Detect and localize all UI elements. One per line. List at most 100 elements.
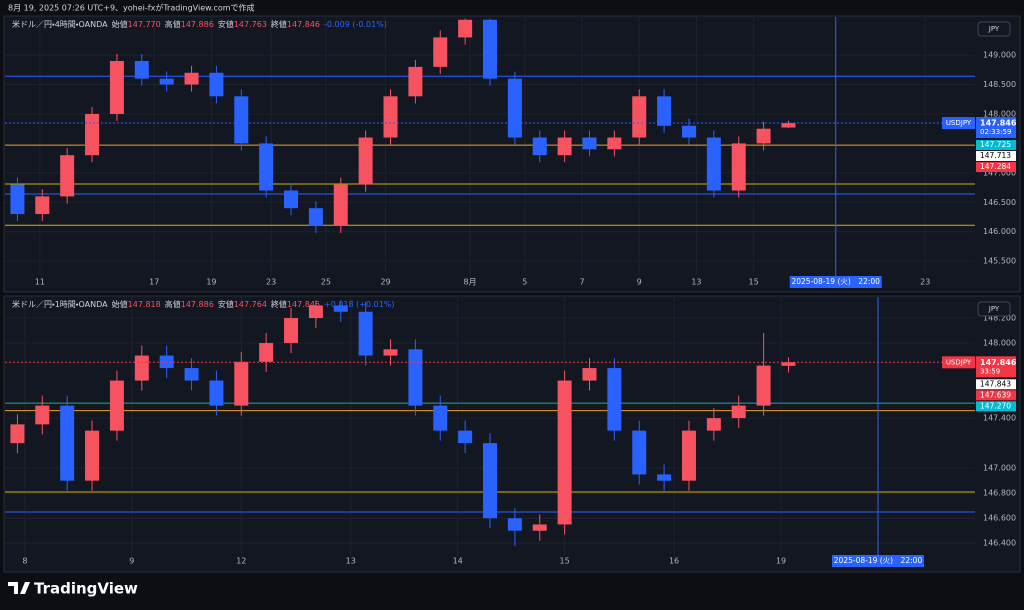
candle-body (557, 137, 572, 156)
candle-body (756, 128, 771, 144)
candle-body (109, 380, 124, 431)
candle-body (731, 143, 746, 191)
brand: TradingView (34, 580, 138, 598)
candle-body (483, 443, 497, 519)
y-tick-label: 146.000 (983, 227, 1016, 236)
panel-title: 米ドル／円・4時間・OANDA 始値147.770 高値147.886 安値147.7… (12, 19, 387, 29)
countdown: 33:59 (980, 367, 1000, 375)
currency: JPY (988, 25, 1000, 33)
x-tick-label: 19 (206, 278, 216, 287)
ohlc-label: 安値 (218, 19, 234, 29)
candle-body (184, 72, 199, 85)
candle-body (85, 430, 100, 481)
x-tick-label: 29 (380, 278, 390, 287)
y-tick-label: 149.000 (983, 51, 1016, 60)
price-label: 147.846 (980, 358, 1017, 367)
price-tag (976, 151, 1016, 162)
candle-body (134, 60, 149, 79)
title: 米ドル／円・4時間・OANDA (12, 19, 108, 29)
y-tick-label: 146.500 (983, 198, 1016, 207)
candle-body (507, 78, 522, 138)
price-label: 147.713 (980, 151, 1011, 160)
candle-body (408, 349, 423, 406)
panel (3, 15, 1021, 293)
candle-body (60, 405, 75, 481)
panel-title: 米ドル／円・1時間・OANDA 始値147.818 高値147.886 安値147.7… (12, 299, 395, 309)
ohlc-label: 終値 (271, 299, 287, 309)
plot (5, 17, 975, 274)
y-tick-label: 145.500 (983, 257, 1016, 266)
countdown: 02:33:59 (980, 128, 1011, 136)
candle-body (159, 78, 174, 85)
logo: TradingView (8, 580, 138, 598)
candle-body (408, 66, 423, 97)
candle-body (35, 405, 50, 425)
candle-body (259, 343, 274, 362)
currency: JPY (988, 305, 1000, 313)
cursor-tag (789, 276, 882, 288)
x-tick-label: 16 (669, 557, 679, 566)
candle-body (706, 137, 721, 191)
x-tick-label: 12 (236, 557, 246, 566)
candle-body (731, 405, 746, 419)
x-tick-label: 15 (749, 278, 759, 287)
candle-body (209, 380, 224, 406)
y-tick-label: 146.600 (983, 514, 1016, 523)
ohlc-value: 147.770 (128, 20, 161, 29)
x-tick-label: 17 (149, 278, 159, 287)
plot (5, 297, 975, 556)
candle-body (209, 72, 224, 97)
ohlc-value: 147.886 (181, 300, 214, 309)
candle-body (607, 368, 622, 431)
price-label: 147.270 (980, 401, 1011, 410)
candle-body (681, 125, 696, 138)
x-tick-label: 19 (776, 557, 786, 566)
y-tick-label: 147.400 (983, 414, 1016, 423)
x-tick-label: 23 (920, 278, 930, 287)
candle-body (358, 137, 373, 185)
y-tick-label: 146.400 (983, 539, 1016, 548)
price-tag (976, 117, 1016, 139)
candle-body (284, 190, 299, 209)
candle-body (184, 368, 199, 381)
price-label: 147.639 (980, 390, 1011, 399)
candle-body (134, 355, 149, 381)
candle-body (433, 405, 448, 431)
candle-body (259, 143, 274, 191)
currency-button[interactable] (977, 21, 1011, 37)
symbol: USDJPY (946, 119, 972, 127)
currency-button[interactable] (977, 301, 1011, 317)
ohlc-value: 147.846 (287, 20, 320, 29)
candle-body (234, 96, 249, 144)
cursor-tag (832, 555, 924, 567)
price-tag (976, 390, 1016, 401)
cursor-label: 2025-08-19 (火) 22:00 (791, 277, 880, 286)
x-tick-label: 5 (522, 278, 527, 287)
ohlc-label: 始値 (112, 299, 128, 309)
ohlc-value: 147.763 (234, 20, 267, 29)
y-tick-label: 148.000 (983, 339, 1016, 348)
y-tick-label: 147.000 (983, 168, 1016, 177)
candle-body (607, 137, 622, 150)
ohlc-value: 147.886 (181, 20, 214, 29)
x-tick-label: 11 (35, 278, 45, 287)
candle-body (582, 137, 597, 150)
candle-body (383, 96, 398, 138)
candle-body (483, 19, 497, 79)
candle-body (632, 430, 647, 475)
candle-body (781, 123, 796, 128)
x-tick-label: 13 (346, 557, 356, 566)
candle-body (109, 60, 124, 114)
cursor-label: 2025-08-19 (火) 22:00 (834, 556, 923, 565)
candle-body (358, 311, 373, 356)
title: 米ドル／円・1時間・OANDA (12, 299, 108, 309)
y-tick-label: 146.800 (983, 489, 1016, 498)
price-label: 147.843 (980, 379, 1011, 388)
candle-body (234, 361, 249, 406)
symbol-tag (942, 356, 975, 369)
y-tick-label: 148.200 (983, 314, 1016, 323)
x-tick-label: 13 (691, 278, 701, 287)
candle-body (458, 430, 473, 444)
candle-body (657, 474, 672, 481)
change: +0.018 (+0.01%) (324, 300, 395, 309)
